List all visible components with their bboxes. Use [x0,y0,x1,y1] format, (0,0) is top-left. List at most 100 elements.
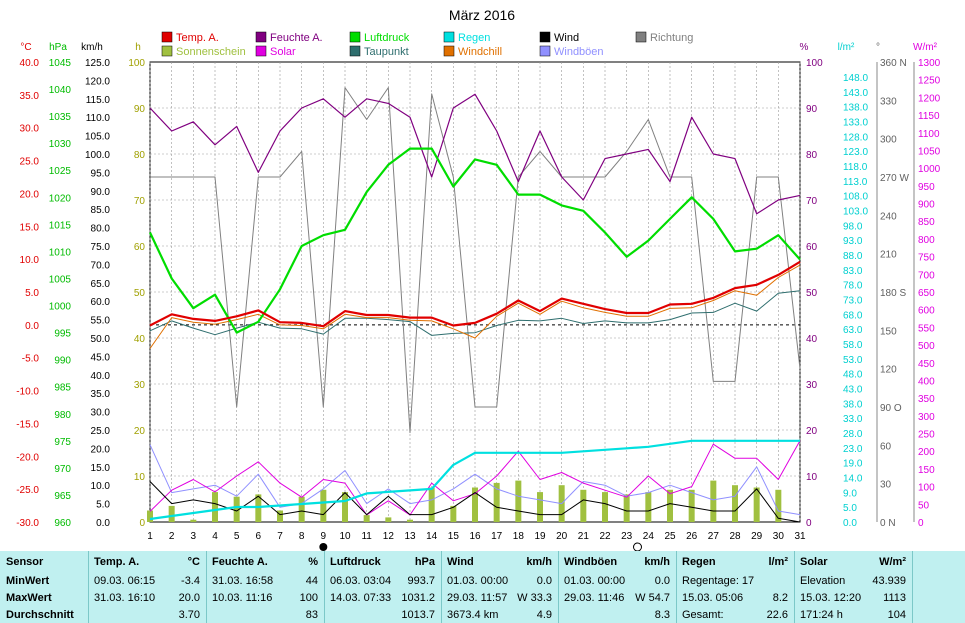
axis-tick-pct: 60 [806,242,818,253]
axis-tick-temp: -15.0 [16,419,39,430]
axis-tick-rain: 123.0 [843,147,868,158]
axis-tick-rain: 0.0 [843,518,857,529]
axis-tick-dir: 210 [880,250,897,261]
x-tick-label: 21 [578,531,590,542]
axis-tick-dir: 150 [880,326,897,337]
stats-column-regen [676,551,795,623]
axis-tick-kmh: 30.0 [91,408,111,419]
stats-cell-feuchte-value: 100 [299,592,318,604]
axis-tick-solar: 850 [918,217,935,228]
axis-tick-solar: 1000 [918,164,941,175]
sunshine-bar [212,492,218,522]
stats-cell-regen-text: 15.03. 05:06 [682,592,744,604]
x-tick-label: 11 [361,531,372,542]
stats-header-unit-feuchte: % [308,556,318,568]
stats-column-wind [441,551,559,623]
x-tick-label: 2 [169,531,175,542]
sunshine-bar [363,515,370,522]
axis-tick-dir: 0 N [880,518,896,529]
sunshine-bar [255,494,262,522]
axis-tick-h: 0 [139,518,145,529]
legend-swatch [539,45,551,57]
stats-header-luft: Luftdruck [330,556,381,568]
x-tick-label: 7 [277,531,283,542]
axis-tick-hpa: 985 [54,383,71,394]
axis-tick-temp: 15.0 [20,222,40,233]
series-line-luftdruck [149,147,801,334]
stats-header-wind: Wind [447,556,474,568]
axis-unit-dir: ° [876,42,880,53]
x-tick-label: 17 [491,531,503,542]
axis-tick-rain: 108.0 [843,192,868,203]
sunshine-bar [342,492,348,522]
axis-tick-pct: 10 [806,472,818,483]
sunshine-bar [168,505,175,522]
axis-units: °C hPa km/h h% l/m² ° W/m² [20,42,937,53]
stats-row-label: MaxWert [6,592,52,604]
stats-row-label: Durchschnitt [6,609,74,621]
sunshine-bar [277,510,283,522]
legend-label: Feuchte A. [270,32,323,44]
sunshine-bar [320,489,327,522]
x-tick-label: 10 [339,531,351,542]
axis-tick-rain: 23.0 [843,444,863,455]
axis-tick-hpa: 970 [54,464,71,475]
series-line-feuchte-a [149,93,801,215]
axis-tick-temp: -5.0 [22,354,40,365]
stats-cell-wind-text: 01.03. 00:00 [447,575,509,587]
x-tick-label: 26 [686,531,698,542]
axis-tick-hpa: 980 [54,410,71,421]
axis-tick-rain: 68.0 [843,310,863,321]
axis-tick-rain: 14.0 [843,474,863,485]
axis-tick-rain: 43.0 [843,385,863,396]
chart-legend: Temp. A. Feuchte A. Luftdruck Regen Wind Rich… [161,31,693,58]
axis-tick-rain: 78.0 [843,281,863,292]
axis-tick-temp: 25.0 [20,157,40,168]
axis-unit-hpa: hPa [49,42,67,53]
axis-tick-kmh: 25.0 [91,426,111,437]
axis-tick-pct: 50 [806,288,818,299]
axis-tick-solar: 250 [918,430,935,441]
chart-title: März 2016 [449,7,515,23]
axis-tick-hpa: 975 [54,437,71,448]
axis-tick-hpa: 1030 [49,139,72,150]
legend-swatch [161,45,173,57]
stats-header-unit-regen: l/m² [768,556,788,568]
stats-column-temp [88,551,207,623]
axis-tick-kmh: 85.0 [91,205,111,216]
axis-tick-temp: -10.0 [16,387,39,398]
stats-cell-wind-value: 0.0 [536,575,552,587]
axis-tick-kmh: 35.0 [91,389,111,400]
legend-label: Luftdruck [364,32,410,44]
weather-chart: März 2016 Temp. A. Feuchte A. Luftdruck Reg… [16,7,941,551]
stats-cell-solar-value: 43.939 [872,575,906,587]
stats-cell-solar-value: 1113 [883,592,906,604]
axis-tick-hpa: 1025 [49,166,72,177]
axis-tick-rain: 33.0 [843,414,863,425]
legend-label: Regen [458,32,490,44]
stats-header-unit-luft: hPa [414,556,435,568]
stats-column-solar [794,551,913,623]
stats-header-solar: Solar [800,556,828,568]
axis-tick-hpa: 1020 [49,193,72,204]
axis-tick-temp: 20.0 [20,189,40,200]
axis-tick-solar: 800 [918,235,935,246]
x-tick-label: 15 [448,531,460,542]
legend-swatch [255,31,267,43]
axis-tick-h: 80 [134,150,146,161]
x-tick-label: 3 [191,531,197,542]
axis-tick-kmh: 110.0 [86,113,111,124]
sunshine-bar [667,489,673,522]
legend-swatch [349,45,361,57]
axis-tick-solar: 150 [918,465,935,476]
axis-tick-rain: 9.0 [843,488,857,499]
stats-header-unit-temp: °C [187,556,200,568]
sunshine-bars [147,480,782,522]
axis-tick-h: 90 [134,104,146,115]
legend-label: Temp. A. [176,32,219,44]
axis-tick-temp: 35.0 [20,91,40,102]
series-line-regen [149,439,800,521]
axis-tick-pct: 20 [806,426,818,437]
axis-tick-kmh: 20.0 [91,444,111,455]
stats-cell-regen-text: Regentage: 17 [682,575,755,587]
